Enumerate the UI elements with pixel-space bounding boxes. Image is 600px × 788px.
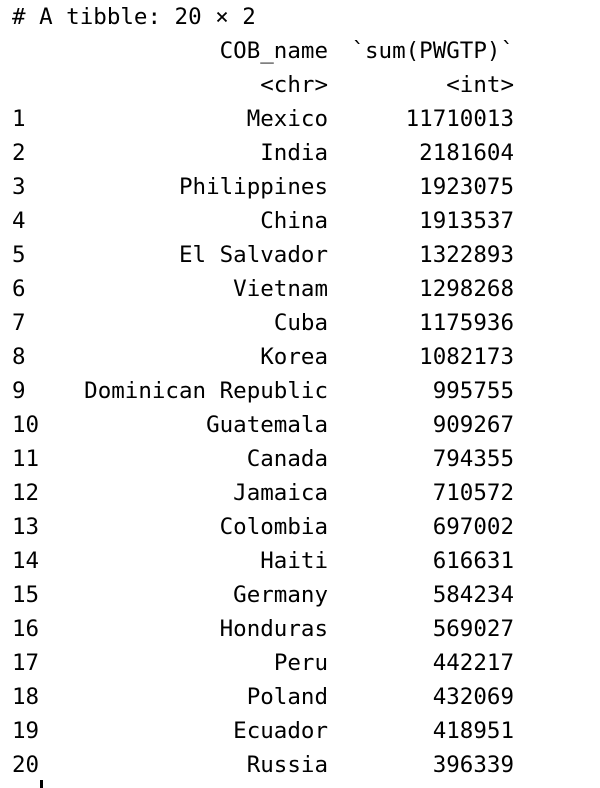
table-row: 18 Poland 432069 (12, 680, 600, 714)
column-name-type: <chr> (260, 72, 328, 98)
row-number: 18 (12, 684, 40, 710)
country-name-cell: Vietnam (233, 276, 328, 302)
country-name-cell: Jamaica (233, 480, 328, 506)
sum-value-cell: 909267 (432, 412, 514, 438)
sum-value-cell: 1322893 (419, 242, 514, 268)
sum-value-cell: 697002 (432, 514, 514, 540)
sum-value-cell: 1082173 (419, 344, 514, 370)
table-row: 16 Honduras 569027 (12, 612, 600, 646)
sum-value-cell: 1923075 (419, 174, 514, 200)
row-number: 12 (12, 480, 40, 506)
country-name-cell: Haiti (260, 548, 328, 574)
row-number: 1 (12, 106, 26, 132)
sum-value-cell: 710572 (432, 480, 514, 506)
row-number: 6 (12, 276, 26, 302)
table-row: 11 Canada 794355 (12, 442, 600, 476)
country-name-cell: Philippines (178, 174, 328, 200)
country-name-cell: India (260, 140, 328, 166)
table-row: 6 Vietnam 1298268 (12, 272, 600, 306)
table-row: 1 Mexico 11710013 (12, 102, 600, 136)
sum-value-cell: 616631 (432, 548, 514, 574)
country-name-cell: Guatemala (206, 412, 328, 438)
column-value-type: <int> (446, 72, 514, 98)
row-number: 16 (12, 616, 40, 642)
table-row: 13 Colombia 697002 (12, 510, 600, 544)
sum-value-cell: 569027 (432, 616, 514, 642)
row-number: 13 (12, 514, 40, 540)
sum-value-cell: 794355 (432, 446, 514, 472)
row-number: 7 (12, 310, 26, 336)
table-row: 17 Peru 442217 (12, 646, 600, 680)
country-name-cell: Colombia (219, 514, 328, 540)
table-row: 4 China 1913537 (12, 204, 600, 238)
table-row: 19 Ecuador 418951 (12, 714, 600, 748)
row-number: 9 (12, 378, 26, 404)
column-type-row: <chr> <int> (12, 68, 600, 102)
country-name-cell: Honduras (219, 616, 328, 642)
country-name-cell: Ecuador (233, 718, 328, 744)
table-row: 12 Jamaica 710572 (12, 476, 600, 510)
table-row: 7 Cuba 1175936 (12, 306, 600, 340)
country-name-cell: Russia (246, 752, 328, 778)
row-number: 2 (12, 140, 26, 166)
country-name-cell: Mexico (246, 106, 328, 132)
r-console-output: # A tibble: 20 × 2 COB_name `sum(PWGTP)`… (12, 0, 600, 782)
tibble-header: # A tibble: 20 × 2 (12, 0, 600, 34)
sum-value-cell: 418951 (432, 718, 514, 744)
sum-value-cell: 396339 (432, 752, 514, 778)
sum-value-cell: 432069 (432, 684, 514, 710)
sum-value-cell: 1913537 (419, 208, 514, 234)
table-row: 14 Haiti 616631 (12, 544, 600, 578)
sum-value-cell: 442217 (432, 650, 514, 676)
table-row: 2 India 2181604 (12, 136, 600, 170)
sum-value-cell: 11710013 (405, 106, 514, 132)
sum-value-cell: 1175936 (419, 310, 514, 336)
row-number: 5 (12, 242, 26, 268)
row-number: 3 (12, 174, 26, 200)
country-name-cell: Cuba (273, 310, 328, 336)
sum-value-cell: 2181604 (419, 140, 514, 166)
sum-value-cell: 995755 (432, 378, 514, 404)
table-body: 1 Mexico 11710013 2 India 2181604 3 Philippines… (12, 102, 600, 782)
row-number: 19 (12, 718, 40, 744)
row-number: 11 (12, 446, 40, 472)
table-row: 9 Dominican Republic 995755 (12, 374, 600, 408)
row-number: 10 (12, 412, 40, 438)
country-name-cell: Korea (260, 344, 328, 370)
country-name-cell: Dominican Republic (84, 378, 328, 404)
country-name-cell: Germany (233, 582, 328, 608)
tibble-header-text: # A tibble: 20 × 2 (12, 4, 256, 30)
row-number: 17 (12, 650, 40, 676)
country-name-cell: Poland (246, 684, 328, 710)
country-name-cell: China (260, 208, 328, 234)
sum-value-cell: 1298268 (419, 276, 514, 302)
table-row: 15 Germany 584234 (12, 578, 600, 612)
country-name-cell: Canada (246, 446, 328, 472)
row-number: 8 (12, 344, 26, 370)
sum-value-cell: 584234 (432, 582, 514, 608)
table-row: 20 Russia 396339 (12, 748, 600, 782)
country-name-cell: Peru (273, 650, 328, 676)
row-number: 14 (12, 548, 40, 574)
table-row: 10 Guatemala 909267 (12, 408, 600, 442)
row-number: 15 (12, 582, 40, 608)
country-name-cell: El Salvador (178, 242, 328, 268)
row-number: 4 (12, 208, 26, 234)
text-cursor (40, 780, 43, 788)
column-header-row: COB_name `sum(PWGTP)` (12, 34, 600, 68)
row-number: 20 (12, 752, 40, 778)
table-row: 5 El Salvador 1322893 (12, 238, 600, 272)
column-value-header: `sum(PWGTP)` (351, 38, 514, 64)
table-row: 8 Korea 1082173 (12, 340, 600, 374)
column-name-header: COB_name (219, 38, 328, 64)
table-row: 3 Philippines 1923075 (12, 170, 600, 204)
